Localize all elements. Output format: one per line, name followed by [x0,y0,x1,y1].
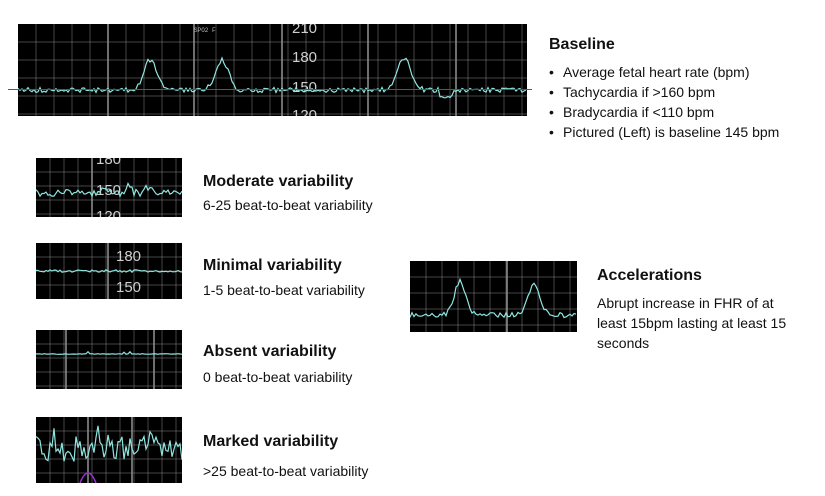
strip-channel-label: SPO2 F [194,27,216,34]
tick-label-120: 120 [292,107,317,116]
tick-label-150: 150 [116,279,141,296]
baseline-strip-graph: SPO2 F 210 180 150 120 [18,24,527,116]
tick-label-150: 150 [96,182,121,199]
bullet-item: Tachycardia if >160 bpm [549,82,779,102]
tick-label-180: 180 [96,158,121,168]
baseline-reference-line [8,89,532,90]
fhr-trace [36,269,182,274]
tick-label-150: 150 [292,79,317,96]
absent-variability-title: Absent variability [203,343,337,360]
grid-lines [18,24,527,116]
bullet-item: Pictured (Left) is baseline 145 bpm [549,122,779,142]
accelerations-desc: Abrupt increase in FHR of at least 15bpm… [597,295,787,351]
marked-variability-desc: >25 beat-to-beat variability [203,463,369,479]
minimal-variability-title: Minimal variability [203,257,342,274]
grid-lines [36,417,182,483]
accelerations-strip [410,261,577,332]
absent-strip-graph [36,330,182,389]
accelerations-strip-graph [410,261,577,332]
minimal-variability-strip: 180 150 [36,243,182,299]
bullet-item: Average fetal heart rate (bpm) [549,62,779,82]
baseline-title: Baseline [549,36,615,53]
absent-variability-strip [36,330,182,389]
baseline-bullet-list: Average fetal heart rate (bpm) Tachycard… [549,62,779,142]
event-marker [79,472,97,483]
marked-strip-graph [36,417,182,483]
baseline-strip: SPO2 F 210 180 150 120 [18,24,527,116]
tick-label-180: 180 [292,49,317,66]
bullet-item: Bradycardia if <110 bpm [549,102,779,122]
tick-label-180: 180 [116,248,141,265]
grid-lines [36,158,182,217]
marked-variability-title: Marked variability [203,433,339,450]
fhr-trace [36,350,182,355]
grid-lines [36,330,182,389]
grid-lines [410,261,577,332]
fhr-trace [36,425,182,462]
moderate-variability-strip: 180 150 120 [36,158,182,217]
moderate-variability-desc: 6-25 beat-to-beat variability [203,197,373,213]
moderate-variability-title: Moderate variability [203,173,354,190]
moderate-strip-graph: 180 150 120 [36,158,182,217]
minimal-strip-graph: 180 150 [36,243,182,299]
minimal-variability-desc: 1-5 beat-to-beat variability [203,282,365,298]
marked-variability-strip [36,417,182,483]
accelerations-title: Accelerations [597,267,702,284]
tick-label-210: 210 [292,24,317,37]
fhr-trace [410,277,577,319]
tick-label-120: 120 [96,208,121,217]
absent-variability-desc: 0 beat-to-beat variability [203,369,353,385]
fhr-trace [36,182,182,198]
